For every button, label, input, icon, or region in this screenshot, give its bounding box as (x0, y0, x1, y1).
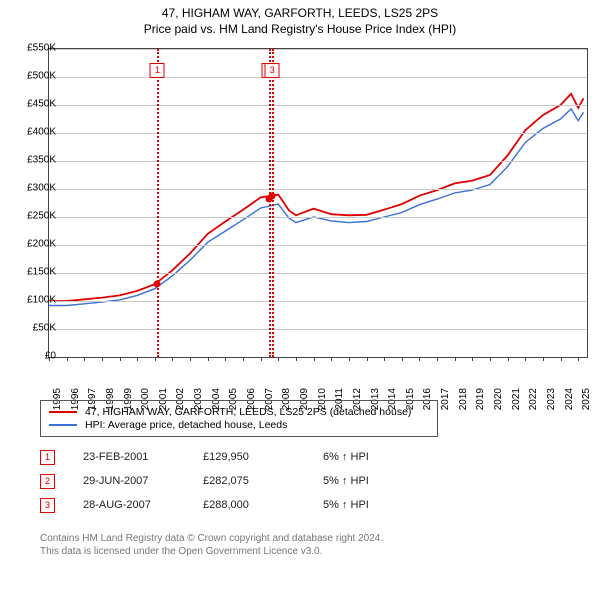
y-tick-label: £400K (12, 127, 56, 138)
transaction-date: 23-FEB-2001 (83, 451, 203, 463)
transaction-row: 3 28-AUG-2007£288,0005% ↑ HPI (40, 493, 423, 517)
gridline (49, 133, 587, 134)
footer-line2: This data is licensed under the Open Gov… (40, 545, 383, 558)
gridline (49, 329, 587, 330)
transaction-vline (272, 49, 274, 357)
transaction-delta: 6% ↑ HPI (323, 451, 423, 463)
gridline (49, 77, 587, 78)
y-tick-label: £550K (12, 43, 56, 54)
legend-label: 47, HIGHAM WAY, GARFORTH, LEEDS, LS25 2P… (85, 406, 411, 418)
attribution: Contains HM Land Registry data © Crown c… (40, 532, 383, 558)
x-tick-label: 2018 (454, 388, 469, 410)
transactions-table: 1 23-FEB-2001£129,9506% ↑ HPI 2 29-JUN-2007… (40, 445, 423, 517)
transaction-index: 1 (40, 450, 55, 465)
legend-row: 47, HIGHAM WAY, GARFORTH, LEEDS, LS25 2P… (49, 406, 429, 418)
y-tick-label: £50K (12, 323, 56, 334)
y-tick-label: £300K (12, 183, 56, 194)
x-tick-label: 2017 (436, 388, 451, 410)
transaction-index: 3 (40, 498, 55, 513)
x-tick-label: 2025 (577, 388, 592, 410)
transaction-date: 28-AUG-2007 (83, 499, 203, 511)
transaction-vline (269, 49, 271, 357)
gridline (49, 301, 587, 302)
x-tick-label: 2022 (524, 388, 539, 410)
transaction-row: 1 23-FEB-2001£129,9506% ↑ HPI (40, 445, 423, 469)
y-tick-label: £0 (12, 351, 56, 362)
gridline (49, 49, 587, 50)
chart-title-address: 47, HIGHAM WAY, GARFORTH, LEEDS, LS25 2P… (0, 6, 600, 20)
series-line (49, 109, 584, 306)
transaction-vline (157, 49, 159, 357)
transaction-price: £282,075 (203, 475, 323, 487)
chart-title-subtitle: Price paid vs. HM Land Registry's House … (0, 22, 600, 36)
gridline (49, 105, 587, 106)
y-tick-label: £350K (12, 155, 56, 166)
transaction-dot (269, 192, 276, 199)
gridline (49, 161, 587, 162)
gridline (49, 273, 587, 274)
legend: 47, HIGHAM WAY, GARFORTH, LEEDS, LS25 2P… (40, 400, 438, 437)
transaction-price: £288,000 (203, 499, 323, 511)
x-tick-label: 2024 (560, 388, 575, 410)
y-tick-label: £100K (12, 295, 56, 306)
transaction-delta: 5% ↑ HPI (323, 475, 423, 487)
legend-row: HPI: Average price, detached house, Leed… (49, 419, 429, 431)
x-tick-label: 2021 (507, 388, 522, 410)
transaction-marker: 3 (265, 63, 280, 78)
y-tick-label: £200K (12, 239, 56, 250)
transaction-row: 2 29-JUN-2007£282,0755% ↑ HPI (40, 469, 423, 493)
y-tick-label: £150K (12, 267, 56, 278)
x-tick-label: 2023 (542, 388, 557, 410)
transaction-delta: 5% ↑ HPI (323, 499, 423, 511)
series-line (49, 94, 584, 301)
footer-line1: Contains HM Land Registry data © Crown c… (40, 532, 383, 545)
gridline (49, 217, 587, 218)
transaction-date: 29-JUN-2007 (83, 475, 203, 487)
legend-swatch (49, 424, 77, 426)
gridline (49, 245, 587, 246)
gridline (49, 189, 587, 190)
transaction-index: 2 (40, 474, 55, 489)
transaction-marker: 1 (150, 63, 165, 78)
legend-swatch (49, 411, 77, 413)
transaction-dot (154, 281, 161, 288)
x-tick-label: 2020 (489, 388, 504, 410)
y-tick-label: £500K (12, 71, 56, 82)
y-tick-label: £450K (12, 99, 56, 110)
y-tick-label: £250K (12, 211, 56, 222)
line-svg (49, 49, 587, 357)
plot-area: 123 (48, 48, 588, 358)
legend-label: HPI: Average price, detached house, Leed… (85, 419, 287, 431)
transaction-price: £129,950 (203, 451, 323, 463)
x-tick-label: 2019 (471, 388, 486, 410)
chart-container: { "title_line1": "47, HIGHAM WAY, GARFOR… (0, 0, 600, 590)
